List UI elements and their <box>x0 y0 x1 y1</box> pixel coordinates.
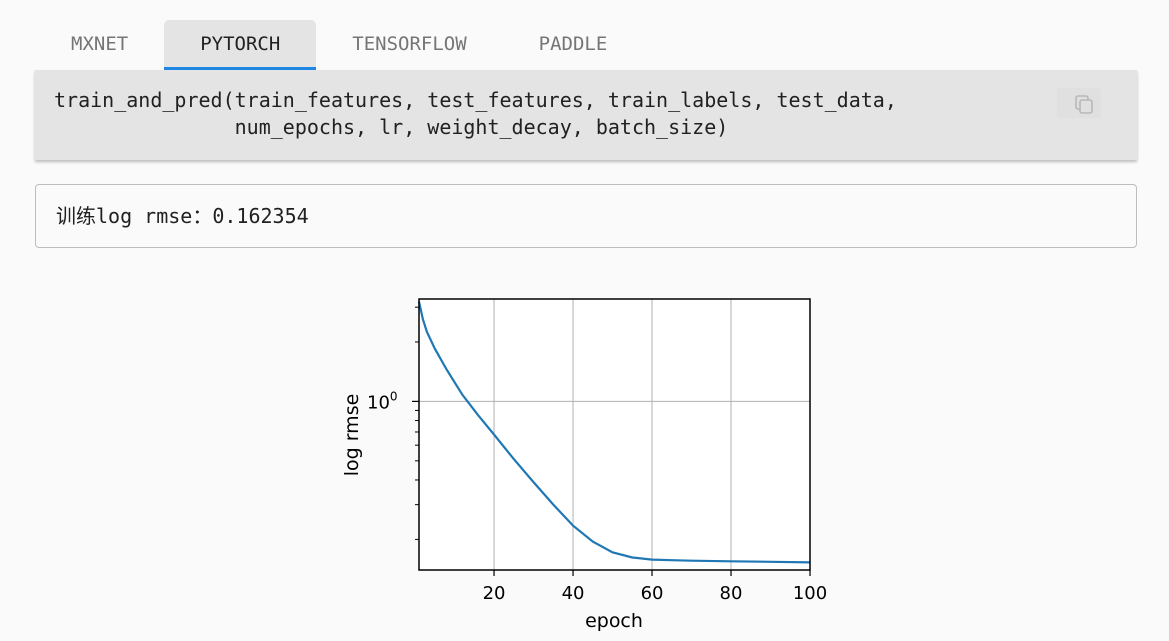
x-tick-label: 40 <box>562 583 585 604</box>
x-axis-label: epoch <box>585 610 643 632</box>
output-text: 训练log rmse：0.162354 <box>56 204 309 228</box>
tab-paddle[interactable]: PADDLE <box>538 32 608 55</box>
x-tick-label: 20 <box>483 583 506 604</box>
code-line-2: num_epochs, lr, weight_decay, batch_size… <box>54 115 729 139</box>
tab-tensorflow[interactable]: TENSORFLOW <box>352 32 467 55</box>
output-block: 训练log rmse：0.162354 <box>35 184 1137 248</box>
x-tick-label: 60 <box>641 583 664 604</box>
code-block: train_and_pred(train_features, test_feat… <box>35 70 1137 160</box>
x-tick-label: 100 <box>793 583 827 604</box>
copy-button[interactable] <box>1057 88 1101 118</box>
plot-area <box>419 299 810 570</box>
y-tick-label: 100 <box>367 389 398 413</box>
plot-frame <box>418 298 811 571</box>
framework-tabs: MXNET PYTORCH TENSORFLOW PADDLE <box>35 20 643 70</box>
tab-mxnet[interactable]: MXNET <box>71 32 129 55</box>
y-axis-label: log rmse <box>341 394 363 477</box>
x-tick-label: 80 <box>720 583 743 604</box>
loss-chart: 20 40 60 80 100 100 epoch log rmse <box>341 298 827 632</box>
y-ticks: 100 <box>367 389 419 413</box>
series-line <box>417 301 811 564</box>
code-line-1: train_and_pred(train_features, test_feat… <box>54 88 897 112</box>
x-ticks: 20 40 60 80 100 <box>483 570 827 604</box>
code-text: train_and_pred(train_features, test_feat… <box>54 87 1137 141</box>
copy-icon <box>1075 95 1093 114</box>
tab-pytorch[interactable]: PYTORCH <box>164 20 317 70</box>
